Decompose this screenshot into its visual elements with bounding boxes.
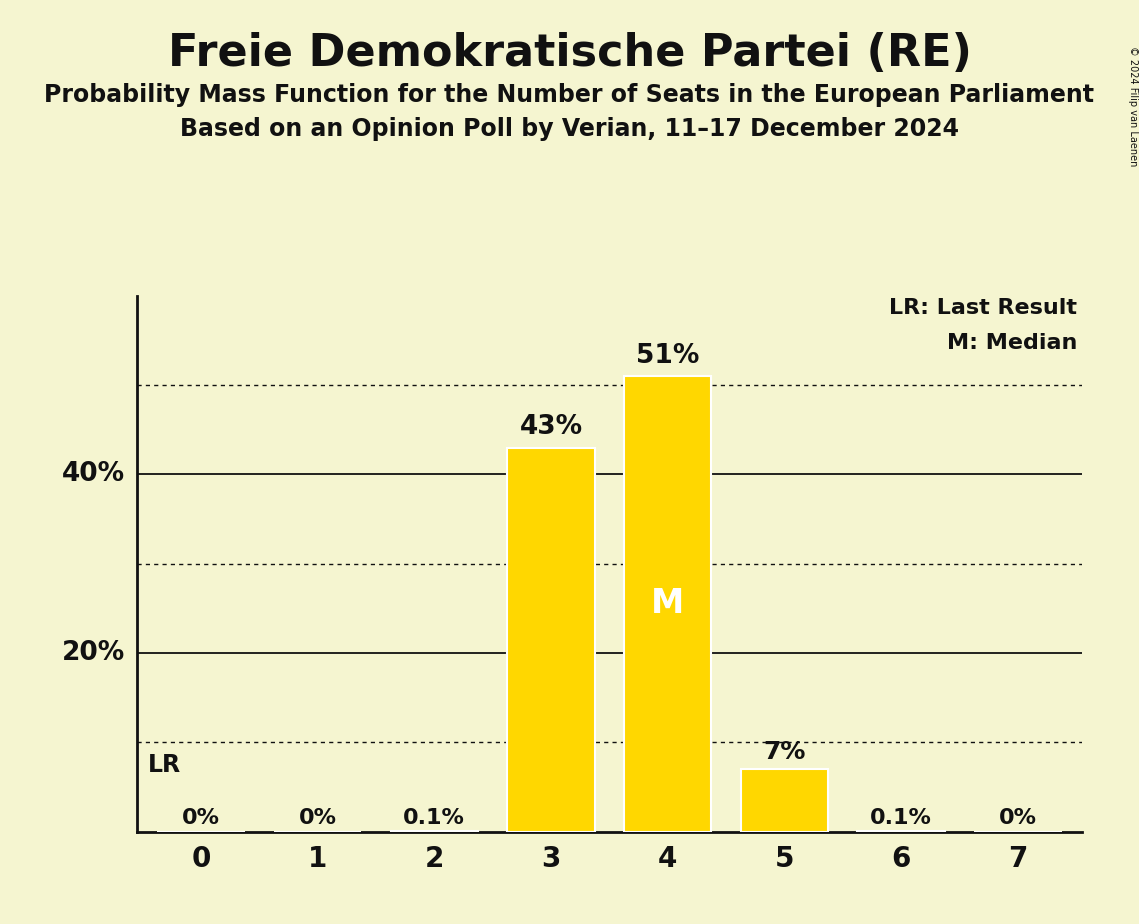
Text: 0%: 0% xyxy=(182,808,220,828)
Text: LR: Last Result: LR: Last Result xyxy=(890,298,1077,319)
Text: © 2024 Filip van Laenen: © 2024 Filip van Laenen xyxy=(1129,46,1138,166)
Bar xyxy=(507,447,595,832)
Bar xyxy=(624,376,712,832)
Text: 51%: 51% xyxy=(636,343,699,369)
Text: Freie Demokratische Partei (RE): Freie Demokratische Partei (RE) xyxy=(167,32,972,76)
Bar xyxy=(740,769,828,832)
Text: 20%: 20% xyxy=(62,640,125,666)
Text: LR: LR xyxy=(148,753,181,777)
Text: Based on an Opinion Poll by Verian, 11–17 December 2024: Based on an Opinion Poll by Verian, 11–1… xyxy=(180,117,959,141)
Text: 0.1%: 0.1% xyxy=(403,808,465,828)
Text: 7%: 7% xyxy=(763,740,805,764)
Text: 40%: 40% xyxy=(63,461,125,487)
Text: 43%: 43% xyxy=(519,414,582,441)
Text: 0.1%: 0.1% xyxy=(870,808,932,828)
Text: M: Median: M: Median xyxy=(947,334,1077,353)
Text: Probability Mass Function for the Number of Seats in the European Parliament: Probability Mass Function for the Number… xyxy=(44,83,1095,107)
Text: M: M xyxy=(652,588,685,620)
Text: 0%: 0% xyxy=(298,808,337,828)
Text: 0%: 0% xyxy=(999,808,1036,828)
